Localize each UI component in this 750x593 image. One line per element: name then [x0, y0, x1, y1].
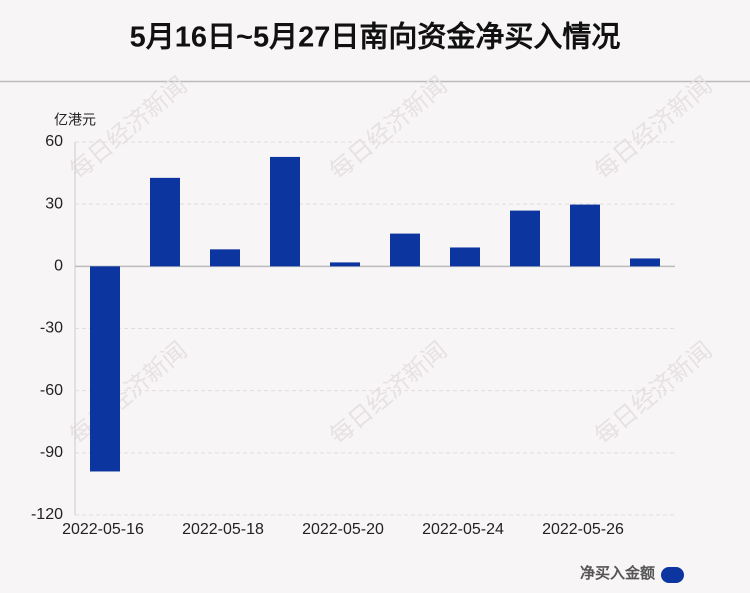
y-tick-label: -30 [40, 320, 63, 337]
bar [570, 204, 600, 267]
x-tick-label: 2022-05-18 [182, 521, 264, 538]
bar [630, 258, 660, 267]
legend-label: 净买入金额 [580, 564, 655, 582]
chart-title: 5月16日~5月27日南向资金净买入情况 [130, 20, 621, 54]
bar [330, 262, 360, 267]
bar [510, 210, 540, 267]
bar [210, 249, 240, 267]
x-tick-label: 2022-05-20 [302, 521, 384, 538]
bar [450, 247, 480, 267]
y-tick-label: -120 [31, 506, 63, 523]
y-tick-label: 0 [54, 258, 63, 275]
legend-swatch [661, 567, 684, 583]
y-tick-label: -60 [40, 382, 63, 399]
bar [150, 177, 180, 267]
y-tick-label: 30 [45, 195, 63, 212]
bar [270, 156, 300, 267]
y-tick-label: 60 [45, 133, 63, 150]
x-tick-label: 2022-05-16 [62, 521, 144, 538]
bar [90, 266, 120, 472]
x-tick-label: 2022-05-24 [422, 521, 504, 538]
x-tick-label: 2022-05-26 [542, 521, 624, 538]
bar [390, 233, 420, 267]
y-tick-label: -90 [40, 444, 63, 461]
y-unit: 亿港元 [54, 112, 96, 128]
